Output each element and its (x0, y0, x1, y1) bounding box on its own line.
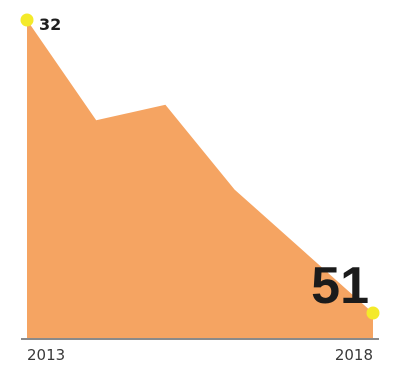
x-tick-label: 2013 (27, 346, 65, 364)
start-point-marker (20, 13, 34, 27)
x-tick-label: 2018 (335, 346, 373, 364)
end-value-label: 51 (311, 257, 369, 315)
area-fill (27, 20, 373, 338)
start-value-label: 32 (39, 15, 61, 34)
end-point-marker (366, 306, 380, 320)
